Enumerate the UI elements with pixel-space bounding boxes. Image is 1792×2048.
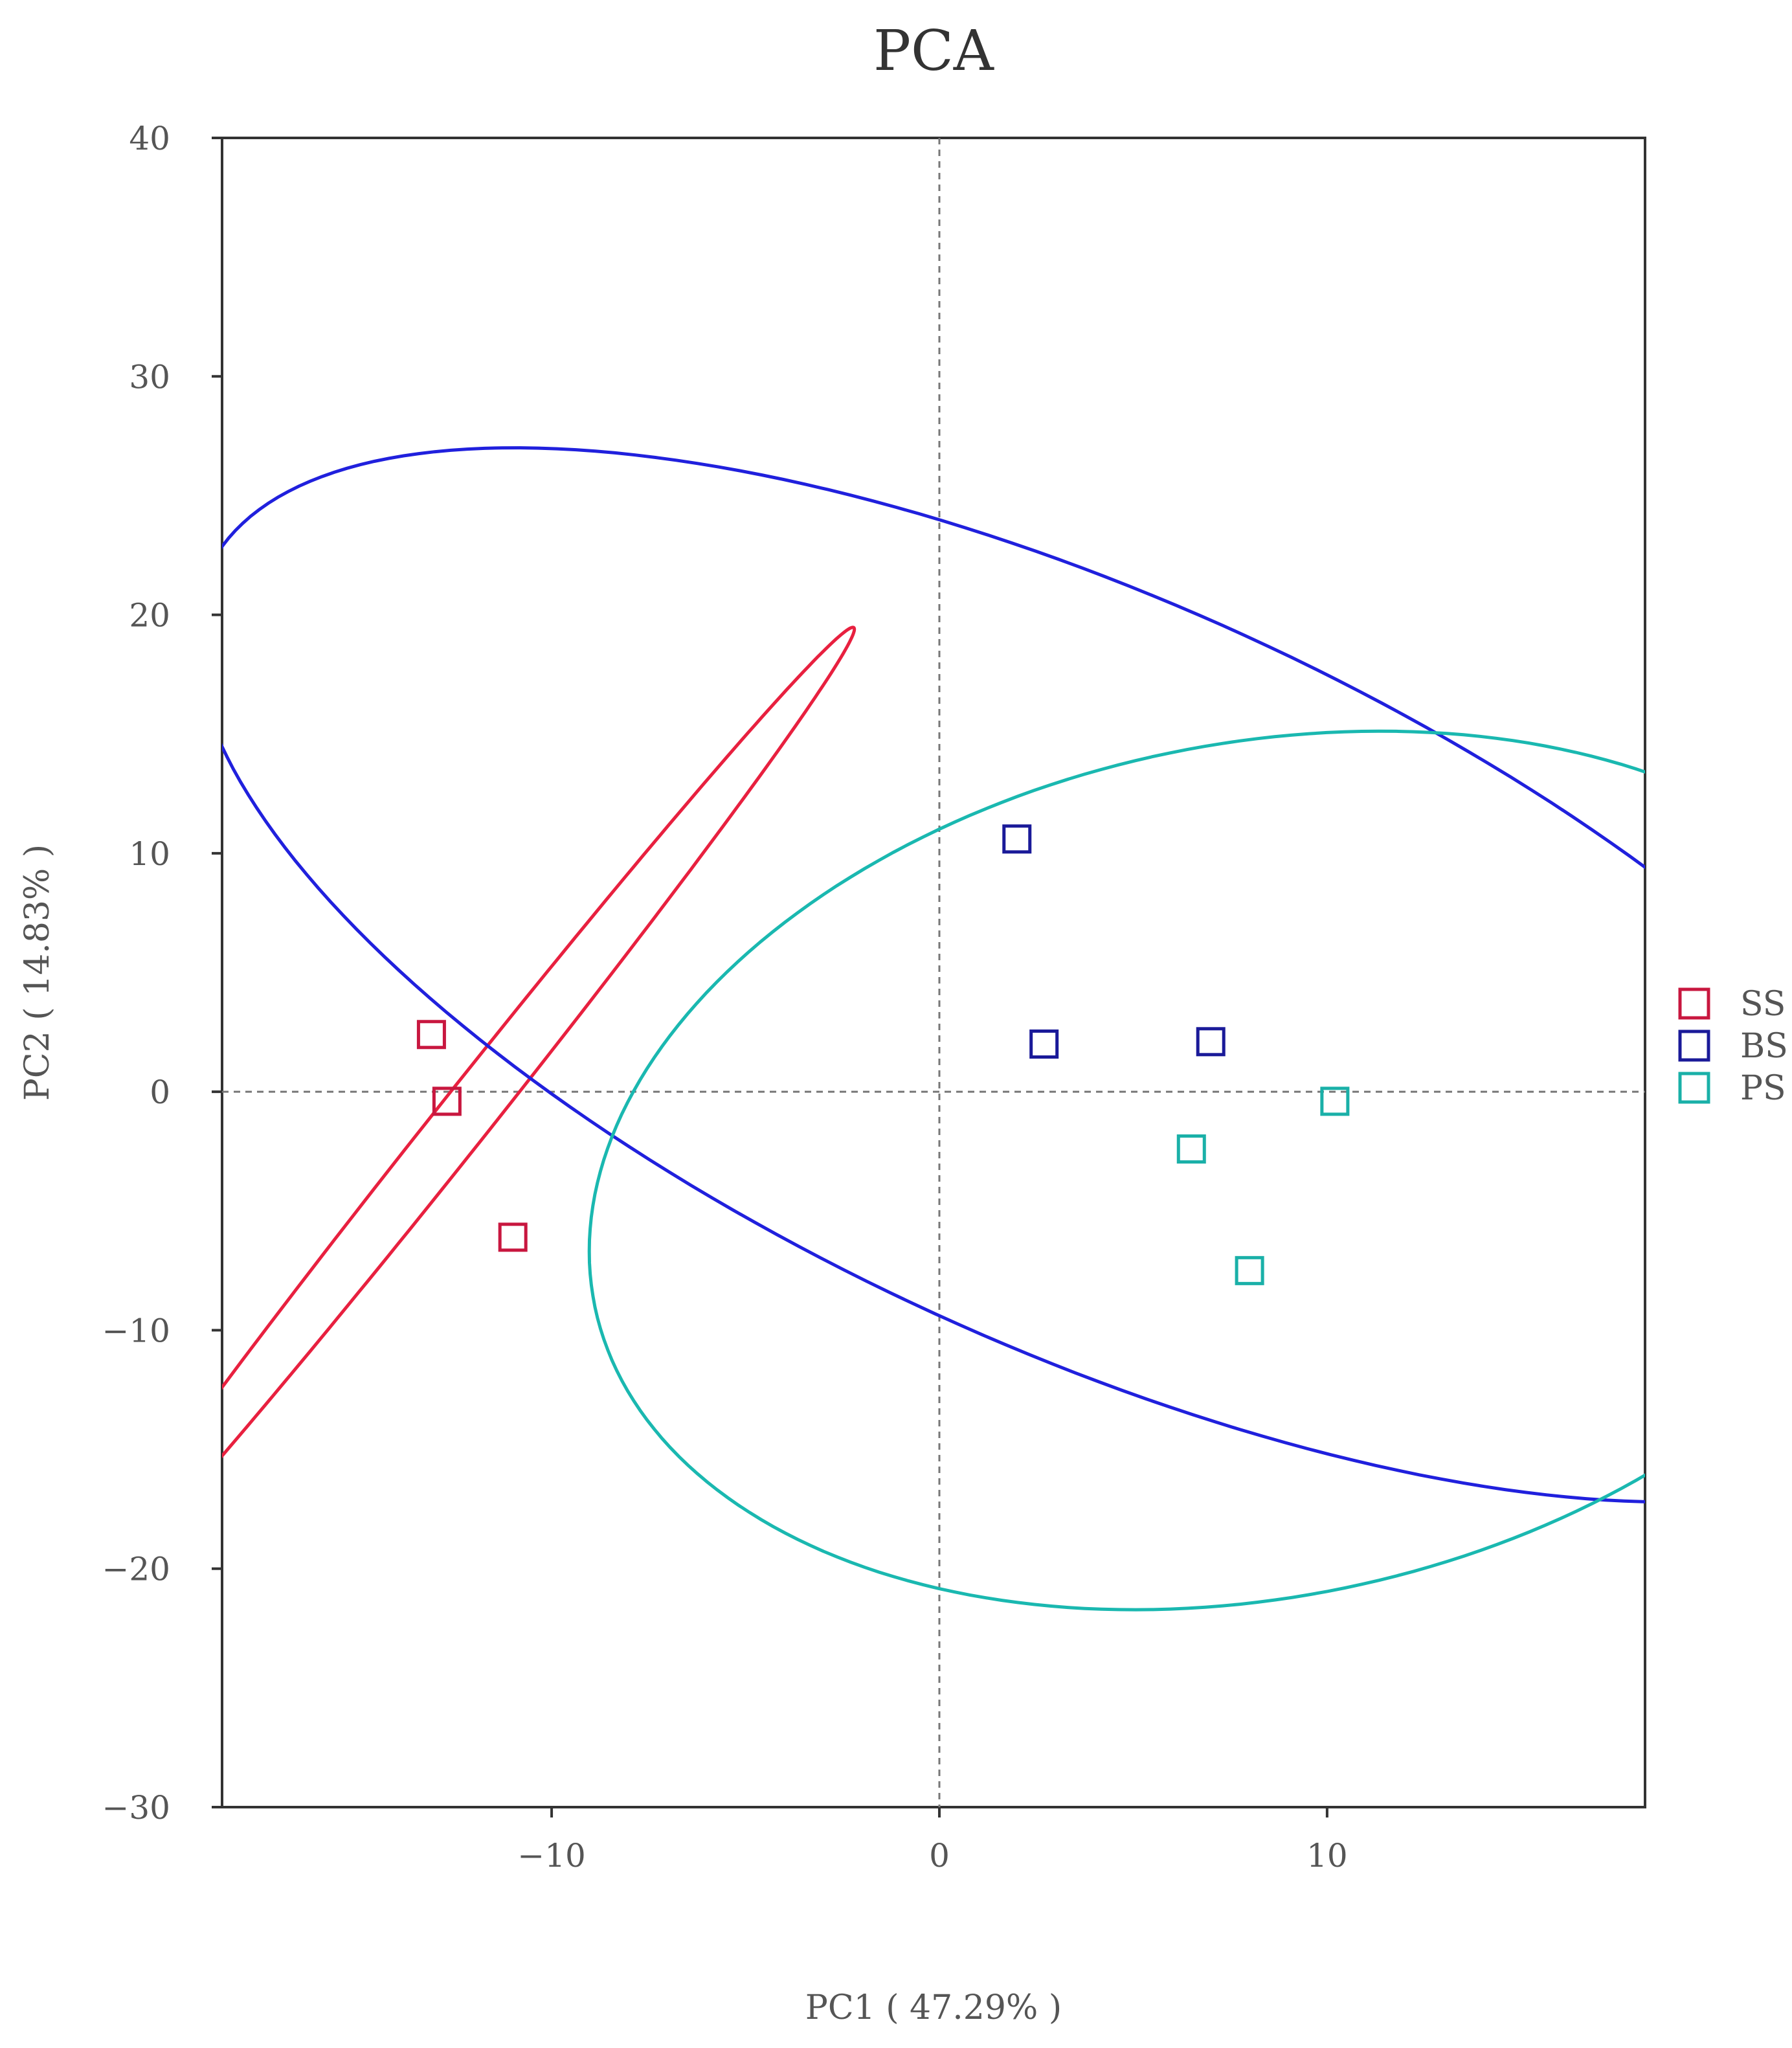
point-ps — [1320, 1086, 1350, 1116]
y-tick-label: 10 — [129, 835, 170, 873]
y-tick-label: −20 — [102, 1551, 170, 1588]
x-tick-label: 0 — [929, 1837, 950, 1874]
point-bs — [1029, 1029, 1059, 1059]
y-tick-label: 40 — [129, 120, 170, 157]
point-bs — [1196, 1027, 1226, 1057]
x-tick-label: −10 — [517, 1837, 586, 1874]
legend-marker-ps — [1678, 1072, 1710, 1104]
ellipse-ss — [222, 625, 857, 1459]
plot-frame — [221, 137, 1646, 1808]
point-ss — [416, 1020, 446, 1050]
point-ss — [498, 1222, 528, 1252]
ellipse-ps — [587, 729, 1645, 1612]
y-axis-title: PC2 ( 14.83% ) — [18, 844, 57, 1101]
legend-label-bs: BS — [1740, 1027, 1788, 1066]
legend-label-ss: SS — [1740, 985, 1786, 1024]
ellipse-bs — [222, 446, 1645, 1503]
y-tick-label: 30 — [129, 358, 170, 396]
point-ps — [1235, 1255, 1264, 1285]
legend-marker-ss — [1678, 987, 1710, 1020]
point-ps — [1176, 1134, 1206, 1164]
x-axis-title: PC1 ( 47.29% ) — [805, 1988, 1062, 2027]
y-tick-label: −10 — [102, 1312, 170, 1349]
y-tick-label: 20 — [129, 597, 170, 635]
x-tick-label: 10 — [1306, 1837, 1348, 1874]
point-bs — [1002, 824, 1032, 854]
y-tick-label: −30 — [102, 1789, 170, 1827]
reference-lines — [222, 138, 1645, 1807]
y-tick-label: 0 — [150, 1074, 170, 1111]
x-axis: −10 0 10 — [517, 1807, 1348, 1874]
y-axis: 40 30 20 10 0 −10 −20 −30 — [102, 120, 222, 1827]
chart-title: PCA — [873, 19, 994, 84]
legend-label-ps: PS — [1740, 1069, 1786, 1108]
data-points — [416, 824, 1350, 1285]
point-ss — [432, 1086, 462, 1116]
confidence-ellipses — [222, 446, 1645, 1612]
legend-marker-bs — [1678, 1030, 1710, 1062]
